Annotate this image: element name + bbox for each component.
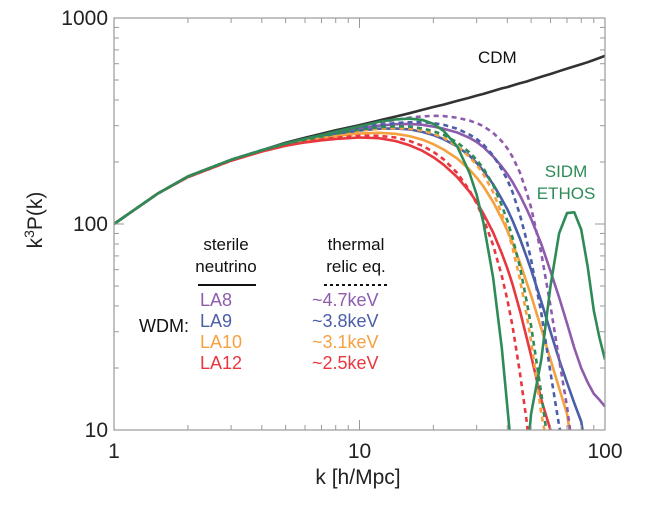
legend-wdm-label: WDM: xyxy=(139,316,189,336)
y-tick-label: 10 xyxy=(85,419,108,442)
legend-thermal-heading-line1: thermal xyxy=(328,235,385,254)
legend-sterile-la12: LA12 xyxy=(200,353,242,373)
legend-row-la9: LA9 ~3.8keV xyxy=(200,311,379,331)
x-tick-label: 1 xyxy=(108,440,120,463)
series-layer xyxy=(114,54,605,430)
legend-sterile-la9: LA9 xyxy=(200,311,232,331)
legend-thermal-3-1kev: ~3.1keV xyxy=(312,332,379,352)
legend-row-la8: LA8 ~4.7keV xyxy=(200,290,379,310)
sidm-label-line1: SIDM xyxy=(545,162,588,181)
y-axis-label: k3P(k) xyxy=(21,192,47,249)
y-axis-label-rest: P(k) xyxy=(24,192,47,231)
y-axis-label-sup: 3 xyxy=(21,230,37,238)
x-tick-label: 10 xyxy=(348,440,371,463)
legend-row-la10: LA10 ~3.1keV xyxy=(200,332,379,352)
legend-row-la12: LA12 ~2.5keV xyxy=(200,353,379,373)
sidm-label-line2: ETHOS xyxy=(537,184,596,203)
legend-thermal-2-5kev: ~2.5keV xyxy=(312,353,379,373)
legend-thermal-3-8kev: ~3.8keV xyxy=(312,311,379,331)
legend-thermal-heading-line2: relic eq. xyxy=(326,257,386,276)
y-axis-label-base: k xyxy=(24,237,47,248)
y-tick-label: 100 xyxy=(73,213,108,236)
series-line-la12 xyxy=(114,136,552,430)
legend-sterile-heading-line2: neutrino xyxy=(195,257,256,276)
legend-thermal-4-7kev: ~4.7keV xyxy=(312,290,379,310)
y-tick-label: 1000 xyxy=(61,7,108,30)
series-line-4-7kev xyxy=(114,114,572,430)
x-tick-label: 100 xyxy=(587,440,622,463)
legend-sterile-la10: LA10 xyxy=(200,332,242,352)
series-line-cdm xyxy=(114,54,605,226)
cdm-label: CDM xyxy=(478,48,517,67)
x-axis-label: k [h/Mpc] xyxy=(315,466,400,489)
series-line-2-5kev xyxy=(114,134,529,430)
legend-sterile-heading-line1: sterile xyxy=(203,235,248,254)
series-line-sidm-ethos xyxy=(114,117,605,430)
legend-sterile-la8: LA8 xyxy=(200,290,232,310)
